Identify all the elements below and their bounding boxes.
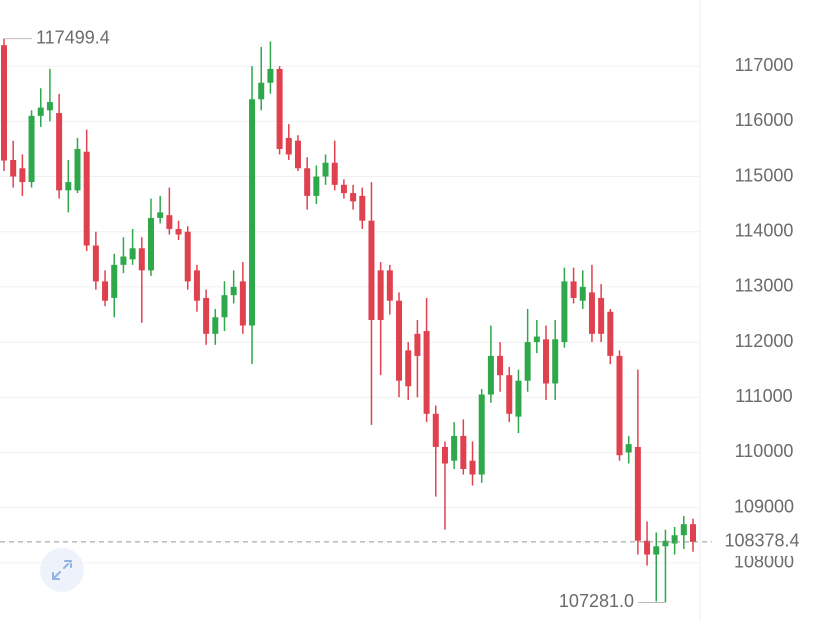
last-price-box [712,527,828,556]
candle-body [294,140,301,169]
candle-body [230,286,237,296]
candle-body [184,231,191,282]
candle-body [313,176,320,196]
candle-body [478,394,485,475]
y-tick-label: 112000 [735,331,794,351]
candle-body [239,281,246,326]
candle-body [451,435,458,461]
candle-body [56,113,63,191]
candle-body [102,281,109,301]
candle-body [221,295,228,318]
candle-body [497,355,504,376]
candle-body [350,193,357,202]
candle-body [1,45,7,161]
candle-body [166,215,173,229]
candle-body [662,540,669,547]
candle-body [396,300,403,381]
candle-body [340,184,347,194]
candle-body [561,281,568,343]
candle-body [386,270,393,301]
last-price-label: 108378.4 [724,531,799,551]
candle-body [524,342,531,381]
candle-body [37,107,44,116]
candle-body [634,446,641,541]
candle-body [552,339,559,384]
candle-body [92,245,99,282]
candle-body [359,195,366,221]
candle-body [653,546,660,555]
candle-body [506,375,513,414]
candle-body [83,151,90,246]
y-tick-label: 110000 [735,441,794,461]
y-tick-label: 114000 [735,220,794,240]
candle-body [19,168,26,183]
candle-body [607,311,614,356]
candle-body [28,115,35,183]
candle-body [74,148,81,191]
candle-body [423,331,430,414]
candle-body [616,355,623,456]
candle-body [111,264,118,298]
candle-body [138,248,145,271]
candle-body [515,380,522,417]
y-tick-label: 109000 [734,496,794,516]
candle-body [368,220,375,321]
y-tick-label: 116000 [735,110,794,130]
candle-body [212,317,219,334]
low-marker-label: 107281.0 [559,591,634,611]
candle-body [625,444,632,453]
candle-body [147,217,154,271]
candle-body [258,82,265,100]
candle-body [157,212,164,218]
candle-body [432,413,439,447]
candle-body [267,68,274,83]
y-tick-label: 113000 [735,276,794,296]
expand-circle [40,548,84,592]
candle-body [487,355,494,395]
candle-body [65,182,72,191]
candle-body [460,435,467,470]
candle-body [203,297,210,334]
candle-body [533,336,540,343]
candle-body [680,524,687,536]
candle-body [414,333,421,356]
candle-body [120,256,127,265]
candle-body [46,102,53,111]
candle-body [644,540,651,555]
candle-body [405,350,412,387]
candle-body [10,159,17,177]
y-tick-label: 115000 [735,165,794,185]
y-tick-label: 117000 [735,55,794,75]
candle-body [322,162,329,177]
candle-body [304,168,311,196]
candle-body [588,292,595,334]
candle-body [175,228,182,235]
candle-body [671,535,678,544]
candle-body [543,339,550,384]
candle-body [129,248,136,260]
candle-body [331,162,338,185]
candle-body [690,524,696,542]
high-marker-label: 117499.4 [36,27,110,47]
candle-body [377,270,384,321]
expand-button[interactable] [40,548,84,592]
candle-body [441,446,448,464]
candle-body [570,281,577,298]
expand-icon [52,560,72,580]
candle-body [249,99,256,326]
candle-body [598,297,605,334]
y-tick-label: 111000 [735,386,792,406]
candle-body [193,270,200,301]
candle-body [276,68,283,149]
candle-body [285,137,292,155]
candle-body [579,286,586,301]
y-tick-label: 108000 [734,552,794,572]
candle-body [469,460,476,475]
